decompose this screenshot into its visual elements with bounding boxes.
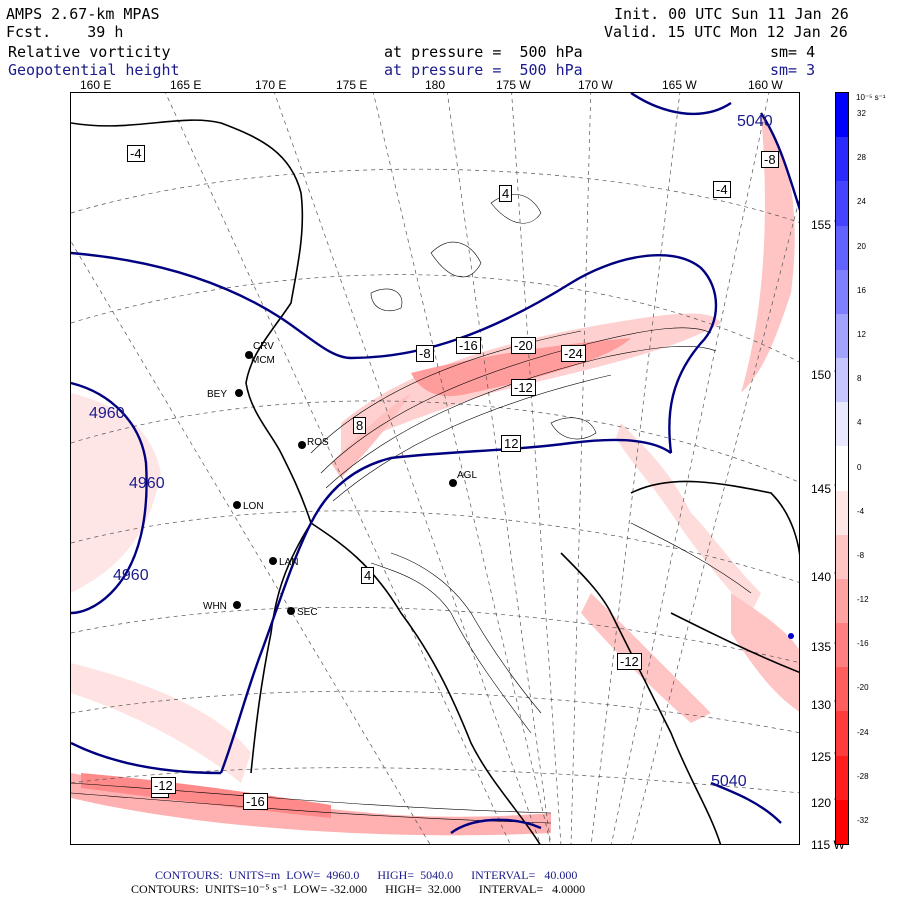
colorbar-segment	[836, 137, 848, 182]
colorbar-tick-label: -8	[857, 550, 865, 560]
colorbar-tick-label: 4	[857, 418, 862, 428]
colorbar-segment	[836, 358, 848, 403]
field1-smoothing: sm= 4	[770, 43, 816, 61]
height-contours	[71, 93, 799, 834]
height-label: 4960	[113, 567, 149, 584]
colorbar-segment	[836, 623, 848, 668]
height-label: 5040	[737, 113, 773, 130]
colorbar-tick-label: 28	[857, 153, 866, 163]
lon-label: 170 E	[255, 78, 287, 92]
station-label: AGL	[457, 470, 478, 481]
graticule	[71, 93, 799, 844]
field2-level: at pressure = 500 hPa	[384, 61, 583, 79]
colorbar-tick-label: 20	[857, 241, 866, 251]
vort-label: -4	[713, 181, 731, 198]
init-time: Init. 00 UTC Sun 11 Jan 26	[614, 5, 849, 23]
field1-level: at pressure = 500 hPa	[384, 43, 583, 61]
vort-label: -8	[416, 345, 434, 362]
lon-label: 175 W	[496, 78, 531, 92]
station-label: LAN	[279, 557, 299, 568]
colorbar-segment	[836, 313, 848, 359]
colorbar-segment	[836, 269, 848, 315]
vorticity-contours	[71, 194, 752, 824]
colorbar-segment	[836, 490, 848, 536]
colorbar-segment	[836, 578, 848, 624]
lon-label: 170 W	[578, 78, 613, 92]
colorbar-segment	[836, 225, 848, 271]
colorbar-tick-label: 8	[857, 374, 862, 384]
lon-label: 165 W	[662, 78, 697, 92]
colorbar-segment	[836, 181, 848, 227]
vort-label: -16	[456, 337, 481, 354]
colorbar-segment	[836, 755, 848, 801]
lon-label: 160 W	[748, 78, 783, 92]
colorbar-tick-label: 0	[857, 462, 862, 472]
vort-label: -8	[761, 151, 779, 168]
station-label: BEY	[207, 389, 228, 400]
vort-label: -16	[243, 793, 268, 810]
vort-label: 4	[499, 185, 513, 202]
colorbar-tick-label: -28	[857, 771, 869, 781]
vort-label: -20	[511, 337, 536, 354]
colorbar-segment	[836, 711, 848, 757]
colorbar-segment	[836, 93, 848, 138]
station-markers	[233, 351, 794, 639]
footer-height-contours: CONTOURS: UNITS=m LOW= 4960.0 HIGH= 5040…	[155, 868, 578, 882]
height-label: 5040	[711, 773, 747, 790]
map-panel: CRV MCM ROS BEY LON LAN WHN SEC AGL 4960…	[70, 92, 800, 845]
lon-label: 175 E	[336, 78, 368, 92]
colorbar-tick-label: 16	[857, 285, 866, 295]
lon-label: 160 E	[80, 78, 112, 92]
colorbar-tick-label: -16	[857, 639, 869, 649]
field2-name: Geopotential height	[8, 61, 180, 79]
station-label: MCM	[251, 355, 275, 366]
vort-label: -24	[561, 345, 586, 362]
colorbar-tick-label: -12	[857, 595, 869, 605]
vort-label: -12	[151, 777, 176, 794]
lon-label: 165 E	[170, 78, 202, 92]
colorbar-segment	[836, 402, 848, 447]
vort-label: 4	[361, 567, 375, 584]
colorbar-tick-label: 32	[857, 109, 866, 119]
colorbar-tick-label: -24	[857, 727, 869, 737]
colorbar-tick-label: 24	[857, 197, 866, 207]
colorbar-tick-label: -4	[857, 506, 865, 516]
vort-label: -4	[127, 145, 145, 162]
field1-name: Relative vorticity	[8, 43, 171, 61]
lon-label: 180	[425, 78, 446, 92]
vort-label: 12	[501, 435, 522, 452]
colorbar	[835, 92, 849, 845]
map-svg	[71, 93, 799, 844]
station-label: SEC	[297, 607, 318, 618]
vort-label: -12	[617, 653, 642, 670]
colorbar-segment	[836, 799, 848, 845]
footer-vorticity-contours: CONTOURS: UNITS=10⁻⁵ s⁻¹ LOW= -32.000 HI…	[131, 882, 586, 896]
station-label: ROS	[307, 437, 329, 448]
colorbar-tick-label: -32	[857, 815, 869, 825]
vort-label: -12	[511, 379, 536, 396]
coastline	[71, 119, 799, 844]
colorbar-unit: 10⁻⁵ s⁻¹	[856, 93, 886, 102]
colorbar-segment	[836, 667, 848, 712]
valid-time: Valid. 15 UTC Mon 12 Jan 26	[604, 23, 848, 41]
colorbar-tick-label: -20	[857, 683, 869, 693]
height-label: 4960	[129, 475, 165, 492]
colorbar-segment	[836, 534, 848, 580]
colorbar-segment	[836, 446, 848, 492]
colorbar-tick-label: 12	[857, 329, 866, 339]
vort-label: 8	[353, 417, 367, 434]
station-label: LON	[243, 501, 264, 512]
station-label: CRV	[253, 341, 274, 352]
vorticity-shading	[71, 113, 799, 836]
station-label: WHN	[203, 601, 227, 612]
forecast-hour: Fcst. 39 h	[6, 23, 124, 41]
field2-smoothing: sm= 3	[770, 61, 816, 79]
model-title: AMPS 2.67-km MPAS	[6, 5, 160, 23]
height-label: 4960	[89, 405, 125, 422]
